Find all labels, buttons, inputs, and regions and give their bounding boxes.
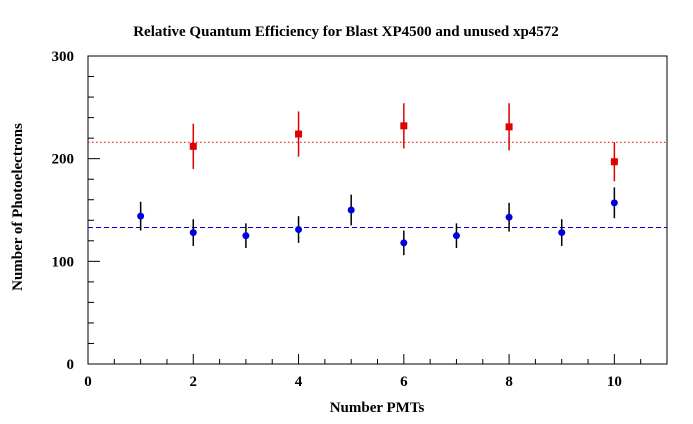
x-tick-label: 10	[607, 374, 622, 390]
x-tick-label: 2	[190, 374, 198, 390]
plot-area: 0 100 200 300 0 2 4 6 8 10	[52, 49, 668, 390]
data-point-circle	[505, 213, 513, 221]
data-point-circle	[189, 229, 197, 237]
x-tick-label: 4	[295, 374, 303, 390]
data-point-circle	[295, 226, 303, 234]
y-tick-label: 0	[67, 357, 75, 373]
data-point-square	[400, 122, 408, 130]
x-tick-label: 6	[400, 374, 408, 390]
chart-title: Relative Quantum Efficiency for Blast XP…	[133, 24, 559, 40]
data-point-square	[295, 130, 303, 138]
y-axis-label: Number of Photoelectrons	[10, 123, 26, 291]
data-point-circle	[137, 212, 145, 220]
x-tick-label: 8	[505, 374, 513, 390]
data-point-square	[189, 142, 197, 150]
plot-frame	[87, 55, 668, 365]
data-point-circle	[558, 229, 566, 237]
x-tick-label: 0	[84, 374, 92, 390]
y-tick-label: 200	[52, 152, 75, 168]
data-point-circle	[242, 232, 250, 240]
data-point-circle	[610, 199, 618, 207]
y-tick-label: 300	[52, 49, 75, 65]
data-point-circle	[400, 239, 408, 247]
data-point-circle	[452, 232, 460, 240]
data-point-square	[505, 123, 513, 131]
y-tick-label: 100	[52, 254, 75, 270]
data-point-circle	[347, 206, 355, 214]
x-axis-label: Number PMTs	[330, 400, 425, 416]
data-point-square	[610, 158, 618, 166]
